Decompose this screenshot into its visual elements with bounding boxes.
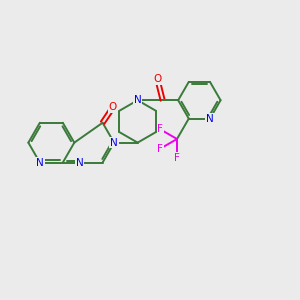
Text: O: O [109, 102, 117, 112]
Text: N: N [206, 114, 214, 124]
Text: N: N [110, 138, 118, 148]
Text: N: N [36, 158, 44, 167]
Text: N: N [76, 158, 83, 167]
Text: F: F [158, 144, 164, 154]
Text: F: F [174, 153, 180, 163]
Text: O: O [153, 74, 161, 84]
Text: F: F [158, 124, 164, 134]
Text: N: N [134, 95, 142, 105]
